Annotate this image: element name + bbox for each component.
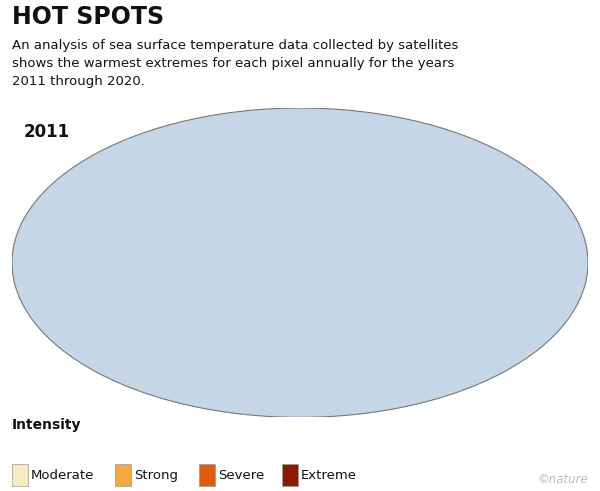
Bar (282, 464, 298, 486)
Text: Extreme: Extreme (301, 468, 357, 482)
Text: 2011: 2011 (23, 124, 70, 141)
Text: Intensity: Intensity (12, 418, 82, 432)
Text: HOT SPOTS: HOT SPOTS (12, 5, 164, 29)
Text: ©nature: ©nature (537, 473, 588, 486)
Bar (115, 464, 131, 486)
Text: Strong: Strong (134, 468, 178, 482)
Text: An analysis of sea surface temperature data collected by satellites
shows the wa: An analysis of sea surface temperature d… (12, 39, 458, 88)
Text: Severe: Severe (218, 468, 264, 482)
Bar (199, 464, 215, 486)
Text: Moderate: Moderate (31, 468, 94, 482)
Bar (12, 464, 28, 486)
Ellipse shape (12, 108, 588, 417)
